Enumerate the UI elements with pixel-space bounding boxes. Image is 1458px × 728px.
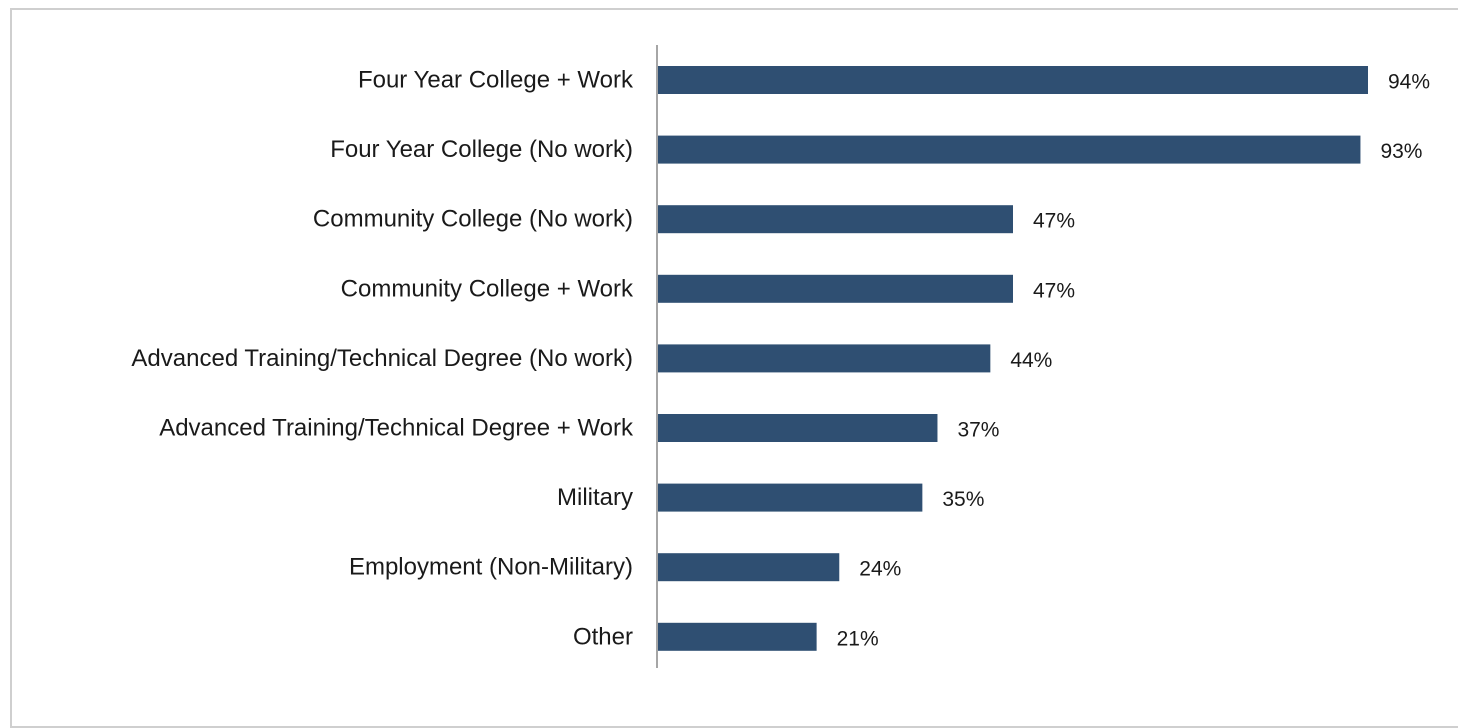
value-label-1: 94% bbox=[1388, 71, 1430, 94]
bar-8 bbox=[658, 553, 840, 582]
category-label-5: Advanced Training/Technical Degree (No w… bbox=[131, 345, 633, 372]
bar-5 bbox=[658, 344, 991, 373]
value-label-6: 37% bbox=[957, 419, 999, 442]
category-label-4: Community College + Work bbox=[341, 275, 634, 302]
bar-6 bbox=[658, 414, 938, 442]
bar-4 bbox=[658, 274, 1013, 303]
category-label-7: Military bbox=[557, 484, 633, 511]
bars-group bbox=[658, 66, 1368, 651]
category-labels-group: Four Year College + Work Four Year Colleg… bbox=[131, 67, 634, 651]
category-label-2: Four Year College (No work) bbox=[330, 136, 633, 163]
bar-3 bbox=[658, 205, 1013, 234]
value-labels-group: 94% 93% 47% 47% 44% 37% 35% 24% 21% bbox=[837, 71, 1430, 651]
value-label-8: 24% bbox=[859, 558, 901, 581]
value-label-7: 35% bbox=[942, 488, 984, 511]
value-label-3: 47% bbox=[1033, 210, 1075, 233]
bar-7 bbox=[658, 483, 923, 512]
value-label-4: 47% bbox=[1033, 279, 1075, 302]
bar-1 bbox=[658, 66, 1368, 94]
value-label-2: 93% bbox=[1380, 140, 1422, 163]
value-label-5: 44% bbox=[1010, 349, 1052, 372]
category-label-3: Community College (No work) bbox=[313, 206, 633, 233]
bar-2 bbox=[658, 135, 1361, 164]
bar-9 bbox=[658, 622, 817, 651]
category-label-9: Other bbox=[573, 623, 633, 650]
category-label-1: Four Year College + Work bbox=[358, 67, 634, 94]
bar-chart: Four Year College + Work Four Year Colleg… bbox=[131, 45, 1430, 668]
category-label-6: Advanced Training/Technical Degree + Wor… bbox=[159, 415, 634, 442]
value-label-9: 21% bbox=[837, 627, 879, 650]
category-label-8: Employment (Non-Military) bbox=[349, 554, 633, 581]
